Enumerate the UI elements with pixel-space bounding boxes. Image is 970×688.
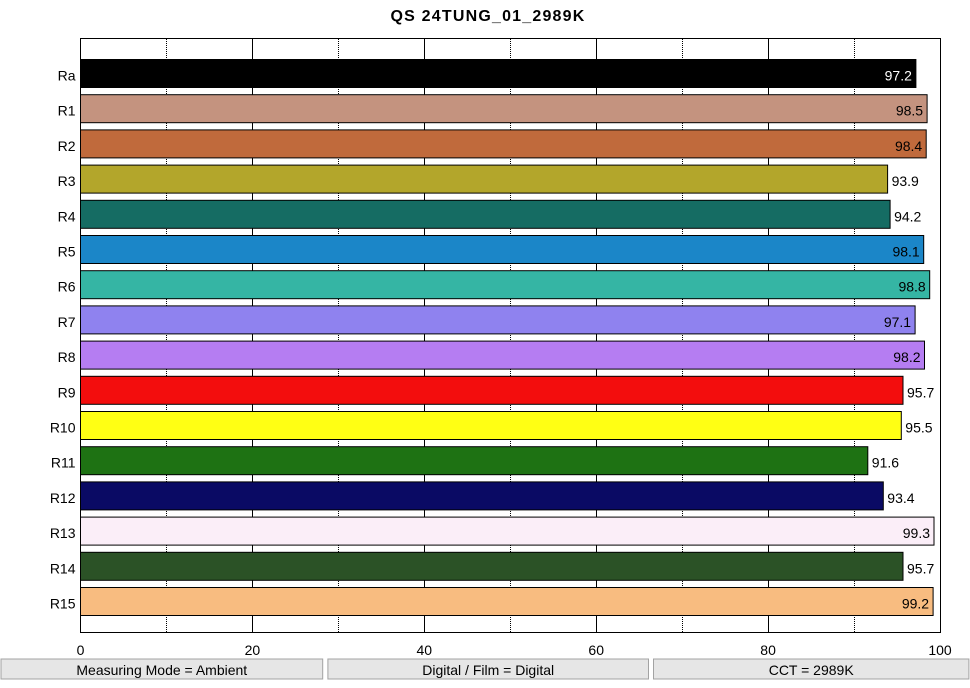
svg-text:R5: R5 — [58, 244, 76, 260]
svg-text:95.5: 95.5 — [905, 420, 932, 436]
svg-text:60: 60 — [588, 642, 604, 658]
svg-text:97.1: 97.1 — [884, 314, 911, 330]
svg-text:R6: R6 — [58, 279, 76, 295]
svg-text:20: 20 — [245, 642, 261, 658]
svg-text:R1: R1 — [58, 103, 76, 119]
svg-text:93.4: 93.4 — [887, 490, 914, 506]
svg-text:Measuring Mode = Ambient: Measuring Mode = Ambient — [76, 662, 247, 678]
svg-text:R4: R4 — [58, 208, 76, 224]
svg-text:R10: R10 — [50, 420, 76, 436]
svg-text:98.1: 98.1 — [892, 244, 919, 260]
svg-text:R3: R3 — [58, 173, 76, 189]
svg-text:CCT = 2989K: CCT = 2989K — [769, 662, 855, 678]
svg-text:98.2: 98.2 — [893, 349, 920, 365]
svg-text:R2: R2 — [58, 138, 76, 154]
svg-text:R7: R7 — [58, 314, 76, 330]
svg-text:91.6: 91.6 — [872, 455, 899, 471]
svg-text:0: 0 — [77, 642, 85, 658]
svg-text:R12: R12 — [50, 490, 76, 506]
svg-text:R8: R8 — [58, 349, 76, 365]
svg-text:R11: R11 — [51, 455, 76, 471]
svg-text:93.9: 93.9 — [892, 173, 919, 189]
svg-text:Digital / Film = Digital: Digital / Film = Digital — [422, 662, 554, 678]
svg-text:99.3: 99.3 — [903, 525, 930, 541]
svg-text:98.5: 98.5 — [896, 103, 923, 119]
svg-text:95.7: 95.7 — [907, 560, 934, 576]
svg-text:R14: R14 — [50, 560, 76, 576]
svg-text:80: 80 — [760, 642, 776, 658]
svg-text:40: 40 — [417, 642, 433, 658]
svg-text:QS 24TUNG_01_2989K: QS 24TUNG_01_2989K — [390, 8, 585, 25]
svg-text:94.2: 94.2 — [894, 208, 921, 224]
svg-text:R13: R13 — [50, 525, 76, 541]
svg-text:R15: R15 — [50, 596, 76, 612]
svg-text:98.4: 98.4 — [895, 138, 922, 154]
svg-text:97.2: 97.2 — [885, 68, 912, 84]
svg-text:95.7: 95.7 — [907, 384, 934, 400]
svg-text:98.8: 98.8 — [898, 279, 925, 295]
svg-text:100: 100 — [928, 642, 952, 658]
svg-text:R9: R9 — [58, 384, 76, 400]
svg-text:Ra: Ra — [58, 68, 76, 84]
svg-text:99.2: 99.2 — [902, 596, 929, 612]
